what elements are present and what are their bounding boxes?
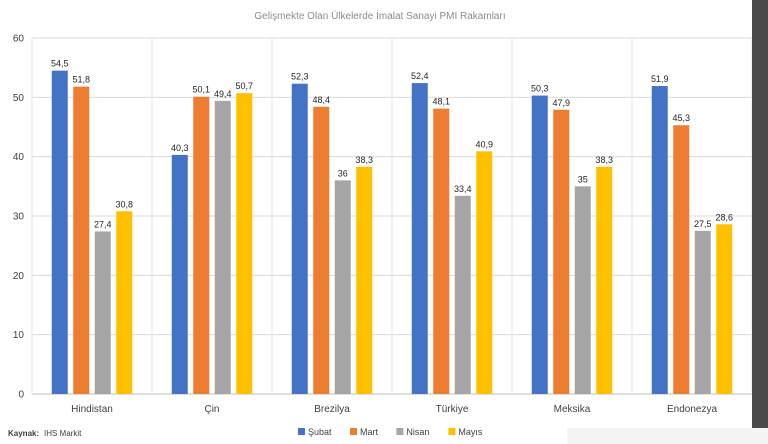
y-tick-label: 30 [13,212,25,223]
bar [694,230,711,394]
y-tick-label: 20 [13,271,25,282]
bar [116,211,133,394]
legend-swatch [350,428,357,435]
bar [476,151,493,394]
category-label: Hindistan [71,404,113,415]
bar [291,83,308,394]
data-label: 51,9 [651,74,669,84]
data-label: 50,7 [235,81,253,91]
bar [334,180,351,394]
bar [411,83,428,395]
legend-swatch [396,428,404,435]
data-label: 27,4 [94,219,112,229]
legend-label: Mart [360,427,378,437]
legend-swatch [448,428,456,435]
bar [214,100,231,394]
right-edge-strip [752,0,768,444]
legend-label: Mayıs [458,427,483,437]
bar [651,86,668,394]
bar [596,166,613,394]
bar [574,186,591,394]
bar [553,109,570,394]
data-label: 30,8 [115,199,133,209]
data-label: 27,5 [694,219,712,229]
y-tick-label: 10 [13,330,25,341]
bar [356,166,373,394]
source-note: Kaynak: IHS Markit [8,429,82,438]
data-label: 48,1 [432,97,450,107]
y-tick-label: 0 [18,390,24,401]
bar [531,95,548,394]
bar [454,195,471,394]
bar [171,154,188,394]
data-label: 40,3 [171,143,189,153]
legend-label: Şubat [308,427,332,437]
data-label: 47,9 [552,98,570,108]
bar [673,125,690,394]
bar [433,108,450,395]
data-label: 38,3 [595,155,613,165]
data-label: 50,1 [192,85,210,95]
legend: Şubat Mart Nisan Mayıs [298,427,483,437]
category-label: Çin [204,404,219,415]
bar [73,86,90,395]
category-label: Meksika [554,404,591,415]
chart-title: Gelişmekte Olan Ülkelerde İmalat Sanayi … [254,9,505,22]
bar [51,70,68,394]
category-label: Türkiye [436,404,469,415]
category-label: Endonezya [667,404,717,415]
bar [193,96,210,395]
y-axis-ticks: 0 10 20 30 40 50 60 [13,34,25,401]
x-axis-categories: Hindistan Çin Brezilya Türkiye Meksika Endone… [71,404,717,415]
bars [51,70,733,395]
data-label: 40,9 [475,139,493,149]
y-tick-label: 60 [13,34,25,45]
data-label: 33,4 [454,184,472,194]
data-label: 51,8 [72,75,90,85]
legend-swatch [298,428,305,435]
bar [236,93,253,395]
data-label: 28,6 [715,212,733,222]
data-label: 38,3 [355,155,373,165]
bar [716,224,733,394]
data-label: 49,4 [214,89,232,99]
bar [94,231,111,394]
y-tick-label: 50 [13,93,25,104]
category-label: Brezilya [314,404,350,415]
data-label: 45,3 [672,113,690,123]
data-label: 54,5 [51,59,69,69]
data-label: 48,4 [312,95,330,105]
data-label: 35 [578,174,588,184]
data-label: 36 [338,168,348,178]
source-value: IHS Markit [44,429,82,438]
data-labels: 54,551,8 27,430,8 40,3 50,1 49,450,7 52,3 48,4… [51,59,733,230]
data-label: 52,4 [411,71,429,81]
y-tick-label: 40 [13,152,25,163]
data-label: 50,3 [531,84,549,94]
bottom-right-box [567,428,768,444]
legend-label: Nisan [406,427,429,437]
data-label: 52,3 [291,72,309,82]
source-label: Kaynak: [8,429,39,438]
bar [313,106,330,395]
